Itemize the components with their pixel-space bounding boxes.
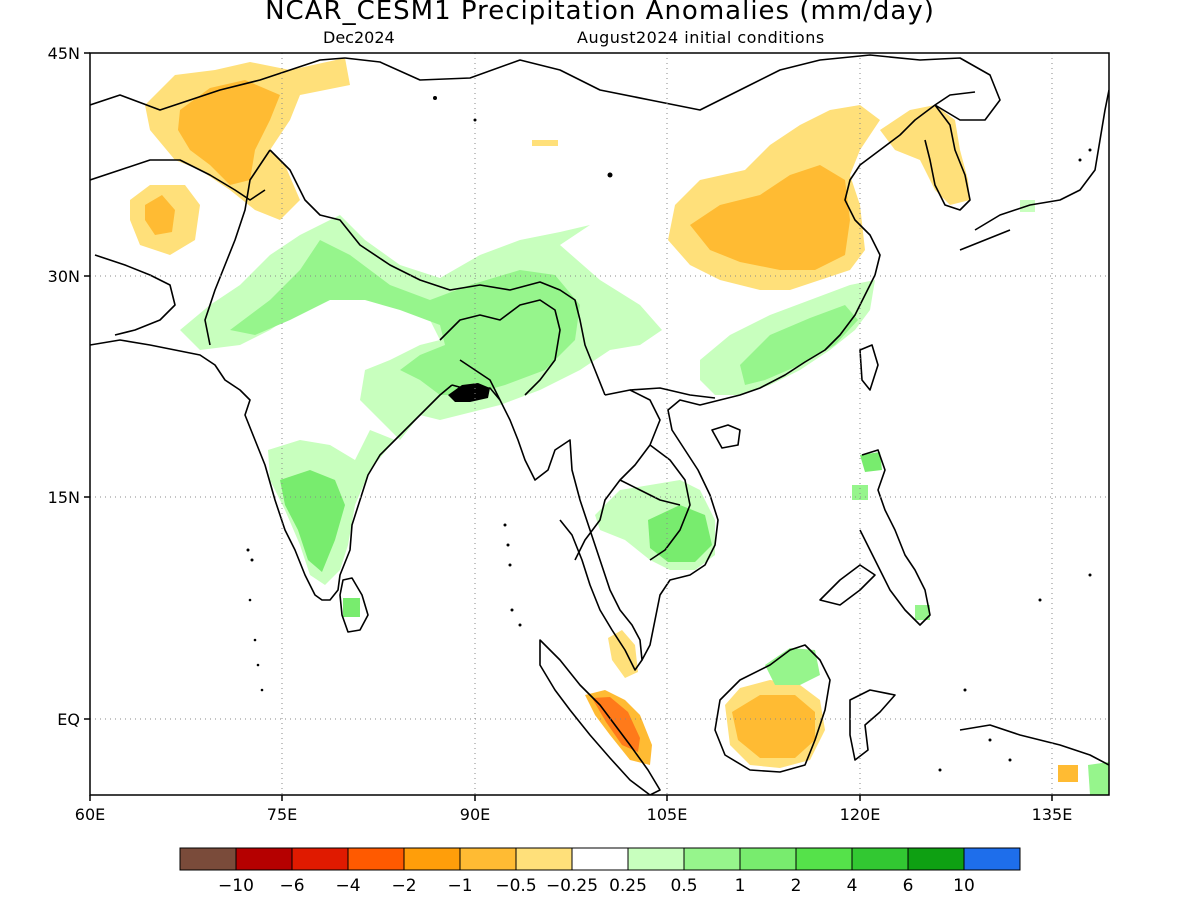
lon-tick-label: 120E <box>840 805 881 824</box>
lon-tick-label: 105E <box>647 805 688 824</box>
colorbar-label: −2 <box>391 876 416 896</box>
colorbar-swatch <box>403 847 461 871</box>
colorbar-swatch <box>739 847 797 871</box>
lat-tick-label: 45N <box>48 44 80 63</box>
colorbar-label: 0.5 <box>670 876 697 896</box>
borneo-north-wet <box>765 648 820 685</box>
south-china-wet-core <box>740 305 858 385</box>
map-title: NCAR_CESM1 Precipitation Anomalies (mm/d… <box>265 0 935 26</box>
lon-tick-label: 90E <box>460 805 490 824</box>
lat-tick-label: EQ <box>57 710 80 729</box>
axes: 45N 30N 15N EQ 60E 75E 90E 105E 120E 135E <box>48 44 1073 824</box>
gridlines <box>90 53 1109 795</box>
ganges-delta <box>448 383 490 402</box>
north-china-dry-core <box>690 165 850 270</box>
colorbar-label: 0.25 <box>609 876 647 896</box>
colorbar-swatch <box>851 847 909 871</box>
colorbar-label: −4 <box>335 876 360 896</box>
forecast-month: Dec2024 <box>323 28 395 47</box>
colorbar-label: 6 <box>903 876 914 896</box>
colorbar-swatch <box>963 847 1021 871</box>
colorbar-swatch <box>515 847 573 871</box>
colorbar-swatch <box>795 847 853 871</box>
colorbar-label: −6 <box>279 876 304 896</box>
plot-frame <box>89 52 1110 796</box>
anomaly-shading <box>130 58 1109 795</box>
afghanistan-dry-core <box>145 195 175 235</box>
colorbar-swatch <box>291 847 349 871</box>
lon-tick-label: 135E <box>1032 805 1073 824</box>
colorbar-label: 1 <box>735 876 746 896</box>
himalaya-wet-core <box>230 240 580 395</box>
lat-tick-label: 15N <box>48 488 80 507</box>
colorbar-label: 2 <box>791 876 802 896</box>
borneo-dry-core <box>732 695 815 758</box>
lat-tick-label: 30N <box>48 267 80 286</box>
indochina-wet-core <box>648 505 712 562</box>
colorbar-label: 4 <box>847 876 858 896</box>
colorbar-label: −0.25 <box>546 876 598 896</box>
colorbar-swatch <box>571 847 629 871</box>
colorbar-swatch <box>235 847 293 871</box>
lon-tick-label: 75E <box>267 805 297 824</box>
malaya-dry <box>608 630 638 678</box>
colorbar-swatch <box>907 847 965 871</box>
colorbar-swatch <box>459 847 517 871</box>
colorbar-label: −10 <box>218 876 254 896</box>
small-islands <box>246 96 1092 772</box>
coastlines <box>90 54 1109 795</box>
colorbar: −10 −6 −4 −2 −1 −0.5 −0.25 0.25 0.5 1 2 4 6 10 <box>179 847 1021 896</box>
colorbar-swatch <box>683 847 741 871</box>
korea-dry <box>880 105 970 205</box>
colorbar-swatch <box>347 847 405 871</box>
north-pakistan-dry-core <box>178 80 280 185</box>
colorbar-label: −1 <box>447 876 472 896</box>
colorbar-swatch <box>627 847 685 871</box>
colorbar-label: −0.5 <box>495 876 536 896</box>
colorbar-swatch <box>179 847 237 871</box>
initial-conditions-label: August2024 initial conditions <box>577 28 825 47</box>
south-india-wet-core <box>280 470 345 572</box>
colorbar-label: 10 <box>953 876 975 896</box>
lon-tick-label: 60E <box>75 805 105 824</box>
